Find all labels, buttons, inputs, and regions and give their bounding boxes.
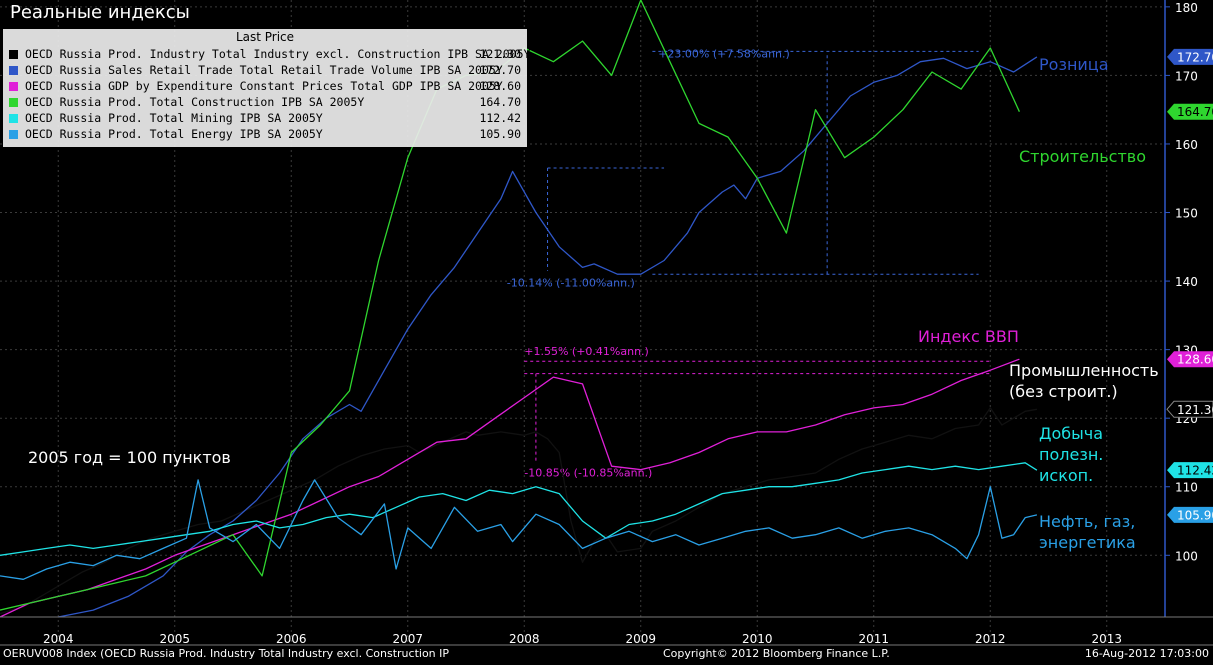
legend-item-value: 172.70 bbox=[479, 63, 521, 77]
annotation-industry: Промышленность (без строит.) bbox=[1009, 360, 1159, 402]
legend-item-value: 105.90 bbox=[479, 127, 521, 141]
legend-item-name: OECD Russia Prod. Total Energy IPB SA 20… bbox=[25, 127, 323, 141]
legend: Last Price OECD Russia Prod. Industry To… bbox=[3, 29, 531, 147]
annotation-mining-line2: полезн. bbox=[1039, 445, 1104, 464]
last-value-tag-text: 164.70 bbox=[1177, 105, 1213, 119]
annotation-mining: Добыча полезн. ископ. bbox=[1039, 423, 1103, 486]
x-tick-label: 2006 bbox=[276, 632, 307, 646]
last-value-tag: 105.90 bbox=[1167, 506, 1213, 523]
legend-item-name: OECD Russia Prod. Industry Total Industr… bbox=[25, 47, 531, 61]
legend-item: OECD Russia Prod. Total Mining IPB SA 20… bbox=[3, 110, 527, 126]
series-line bbox=[0, 479, 1038, 580]
y-tick-label: 150 bbox=[1175, 207, 1198, 221]
annotation-industry-line2: (без строит.) bbox=[1009, 382, 1118, 401]
annotation-energy-line2: энергетика bbox=[1039, 533, 1136, 552]
last-value-tag: 128.60 bbox=[1167, 351, 1213, 368]
annotation-energy-line1: Нефть, газ, bbox=[1039, 512, 1136, 531]
measure-label: +23.00% (+7.58%ann.) bbox=[658, 48, 790, 61]
legend-swatch bbox=[9, 66, 18, 75]
x-tick-label: 2011 bbox=[858, 632, 889, 646]
series-line bbox=[0, 358, 1020, 618]
x-tick-label: 2010 bbox=[742, 632, 773, 646]
last-value-tag-bg bbox=[1167, 48, 1213, 65]
legend-item: OECD Russia Prod. Total Energy IPB SA 20… bbox=[3, 126, 527, 142]
legend-item-value: 121.30 bbox=[479, 47, 521, 61]
legend-item: OECD Russia Prod. Industry Total Industr… bbox=[3, 46, 531, 62]
legend-item-name: OECD Russia Prod. Total Construction IPB… bbox=[25, 95, 365, 109]
last-value-tag-text: 172.70 bbox=[1177, 50, 1213, 64]
x-tick-label: 2005 bbox=[159, 632, 190, 646]
y-tick-label: 140 bbox=[1175, 275, 1198, 289]
last-value-tag-text: 121.30 bbox=[1177, 403, 1213, 417]
footer-copyright: Copyright© 2012 Bloomberg Finance L.P. bbox=[663, 647, 890, 660]
last-value-tag: 172.70 bbox=[1167, 48, 1213, 65]
annotation-gdp: Индекс ВВП bbox=[918, 327, 1019, 346]
legend-header: Last Price bbox=[235, 30, 295, 44]
x-tick-label: 2004 bbox=[43, 632, 74, 646]
series-line bbox=[0, 407, 1038, 615]
measure-label: -10.14% (-11.00%ann.) bbox=[507, 277, 635, 290]
legend-swatch bbox=[9, 130, 18, 139]
legend-item-value: 164.70 bbox=[479, 95, 521, 109]
annotation-construction: Строительство bbox=[1019, 147, 1146, 166]
legend-item-name: OECD Russia Sales Retail Trade Total Ret… bbox=[25, 63, 503, 77]
annotation-energy: Нефть, газ, энергетика bbox=[1039, 511, 1136, 553]
last-value-tag-bg bbox=[1166, 400, 1213, 418]
measure-label: -10.85% (-10.85%ann.) bbox=[524, 466, 652, 479]
legend-item: OECD Russia Sales Retail Trade Total Ret… bbox=[3, 62, 527, 78]
last-value-tag: 121.30 bbox=[1166, 400, 1213, 418]
footer-timestamp: 16-Aug-2012 17:03:00 bbox=[1084, 647, 1209, 660]
y-tick-label: 180 bbox=[1175, 1, 1198, 15]
y-tick-label: 160 bbox=[1175, 138, 1198, 152]
x-tick-label: 2012 bbox=[975, 632, 1006, 646]
legend-item-value: 112.42 bbox=[479, 111, 521, 125]
last-value-tag-text: 105.90 bbox=[1177, 508, 1213, 522]
y-tick-label: 110 bbox=[1175, 481, 1198, 495]
footer-ticker: OERUV008 Index (OECD Russia Prod. Indust… bbox=[3, 647, 450, 660]
last-value-tag-text: 112.42 bbox=[1177, 464, 1213, 478]
legend-item-value: 128.60 bbox=[479, 79, 521, 93]
last-value-tag: 164.70 bbox=[1167, 103, 1213, 120]
legend-item: OECD Russia Prod. Total Construction IPB… bbox=[3, 94, 527, 110]
x-tick-label: 2008 bbox=[509, 632, 540, 646]
annotation-industry-line1: Промышленность bbox=[1009, 361, 1159, 380]
series-line bbox=[58, 56, 1038, 618]
annotation-retail: Розница bbox=[1039, 55, 1109, 74]
chart-title: Реальные индексы bbox=[10, 2, 190, 23]
annotation-mining-line3: ископ. bbox=[1039, 466, 1094, 485]
base-year-note: 2005 год = 100 пунктов bbox=[28, 448, 231, 467]
measure-label: +1.55% (+0.41%ann.) bbox=[524, 345, 649, 358]
last-value-tag-bg bbox=[1167, 351, 1213, 368]
legend-swatch bbox=[9, 50, 18, 59]
legend-swatch bbox=[9, 82, 18, 91]
last-value-tag: 112.42 bbox=[1167, 462, 1213, 479]
x-tick-label: 2009 bbox=[625, 632, 656, 646]
legend-item-name: OECD Russia GDP by Expenditure Constant … bbox=[25, 79, 503, 93]
last-value-tag-bg bbox=[1167, 103, 1213, 120]
last-value-tag-text: 128.60 bbox=[1177, 353, 1213, 367]
legend-swatch bbox=[9, 114, 18, 123]
annotation-mining-line1: Добыча bbox=[1039, 424, 1104, 443]
last-value-tag-bg bbox=[1167, 462, 1213, 479]
last-value-tag-bg bbox=[1167, 506, 1213, 523]
legend-item: OECD Russia GDP by Expenditure Constant … bbox=[3, 78, 527, 94]
series-line bbox=[0, 462, 1038, 556]
x-tick-label: 2013 bbox=[1091, 632, 1122, 646]
legend-item-name: OECD Russia Prod. Total Mining IPB SA 20… bbox=[25, 111, 323, 125]
y-tick-label: 100 bbox=[1175, 549, 1198, 563]
x-tick-label: 2007 bbox=[392, 632, 423, 646]
legend-swatch bbox=[9, 98, 18, 107]
y-tick-label: 170 bbox=[1175, 69, 1198, 83]
